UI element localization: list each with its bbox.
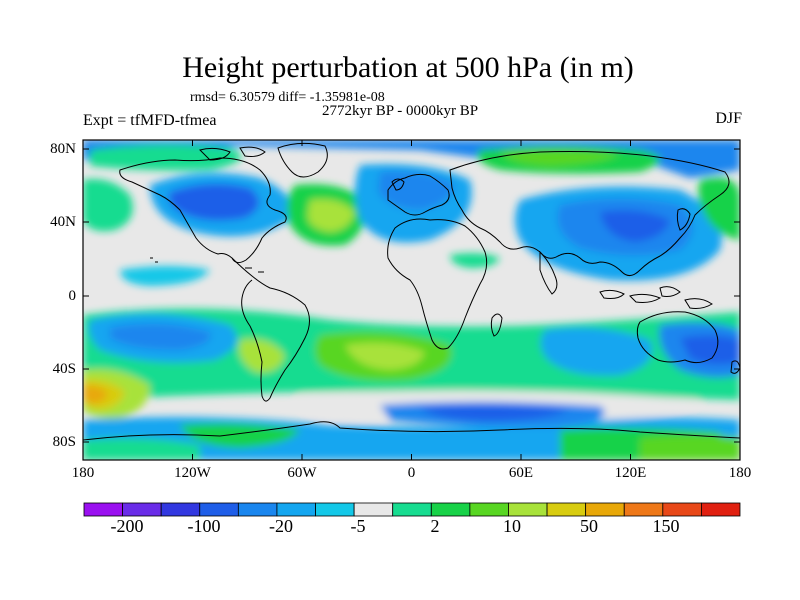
- contour-fill: [83, 140, 740, 460]
- y-tick-0: 0: [68, 288, 77, 304]
- plot-title: Height perturbation at 500 hPa (in m): [182, 51, 634, 84]
- x-tick-120e: 120E: [614, 465, 647, 481]
- colorbar-label-2: 2: [430, 516, 440, 536]
- x-tick-180-left: 180: [71, 465, 95, 481]
- colorbar-label-150: 150: [652, 516, 680, 536]
- x-tick-60w: 60W: [287, 465, 317, 481]
- period-text: 2772kyr BP - 0000kyr BP: [322, 103, 479, 119]
- coastlines: [83, 142, 740, 441]
- y-tick-80s: 80S: [52, 434, 76, 450]
- x-tick-180-right: 180: [728, 465, 752, 481]
- season-label: DJF: [715, 110, 742, 127]
- y-tick-40s: 40S: [52, 361, 76, 377]
- stats-text: rmsd= 6.30579 diff= -1.35981e-08: [190, 90, 385, 105]
- y-tick-40n: 40N: [50, 214, 76, 230]
- axis-ticks: [83, 140, 740, 460]
- colorbar-label-neg5: -5: [350, 516, 366, 536]
- experiment-label: Expt = tfMFD-tfmea: [83, 112, 217, 129]
- x-tick-120w: 120W: [174, 465, 211, 481]
- colorbar-label-neg100: -100: [187, 516, 221, 536]
- colorbar-label-10: 10: [503, 516, 521, 536]
- x-tick-60e: 60E: [508, 465, 534, 481]
- colorbar-label-neg200: -200: [110, 516, 144, 536]
- colorbar-label-neg20: -20: [269, 516, 293, 536]
- x-tick-0: 0: [407, 465, 416, 481]
- y-tick-80n: 80N: [50, 141, 76, 157]
- colorbar-label-50: 50: [580, 516, 598, 536]
